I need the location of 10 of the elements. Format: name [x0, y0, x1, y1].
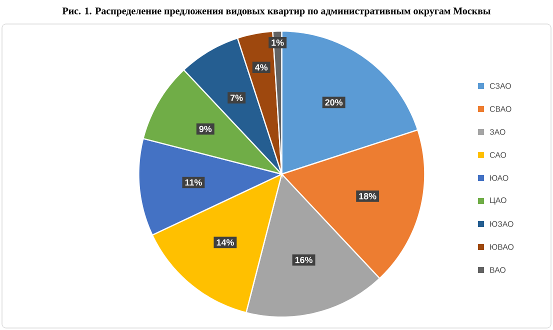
data-label: 9% [199, 126, 212, 132]
data-label: 20% [325, 99, 343, 106]
data-label: 14% [216, 239, 234, 246]
data-label: 18% [359, 193, 376, 200]
chart-title: Рис. 1. Распределение предложения видовых квартир по административным округам Москвы [62, 8, 490, 16]
data-label: 7% [230, 94, 243, 101]
data-label: 4% [255, 64, 268, 71]
data-label: 11% [185, 179, 202, 186]
data-label: 16% [295, 256, 312, 264]
data-label: 1% [272, 39, 284, 46]
